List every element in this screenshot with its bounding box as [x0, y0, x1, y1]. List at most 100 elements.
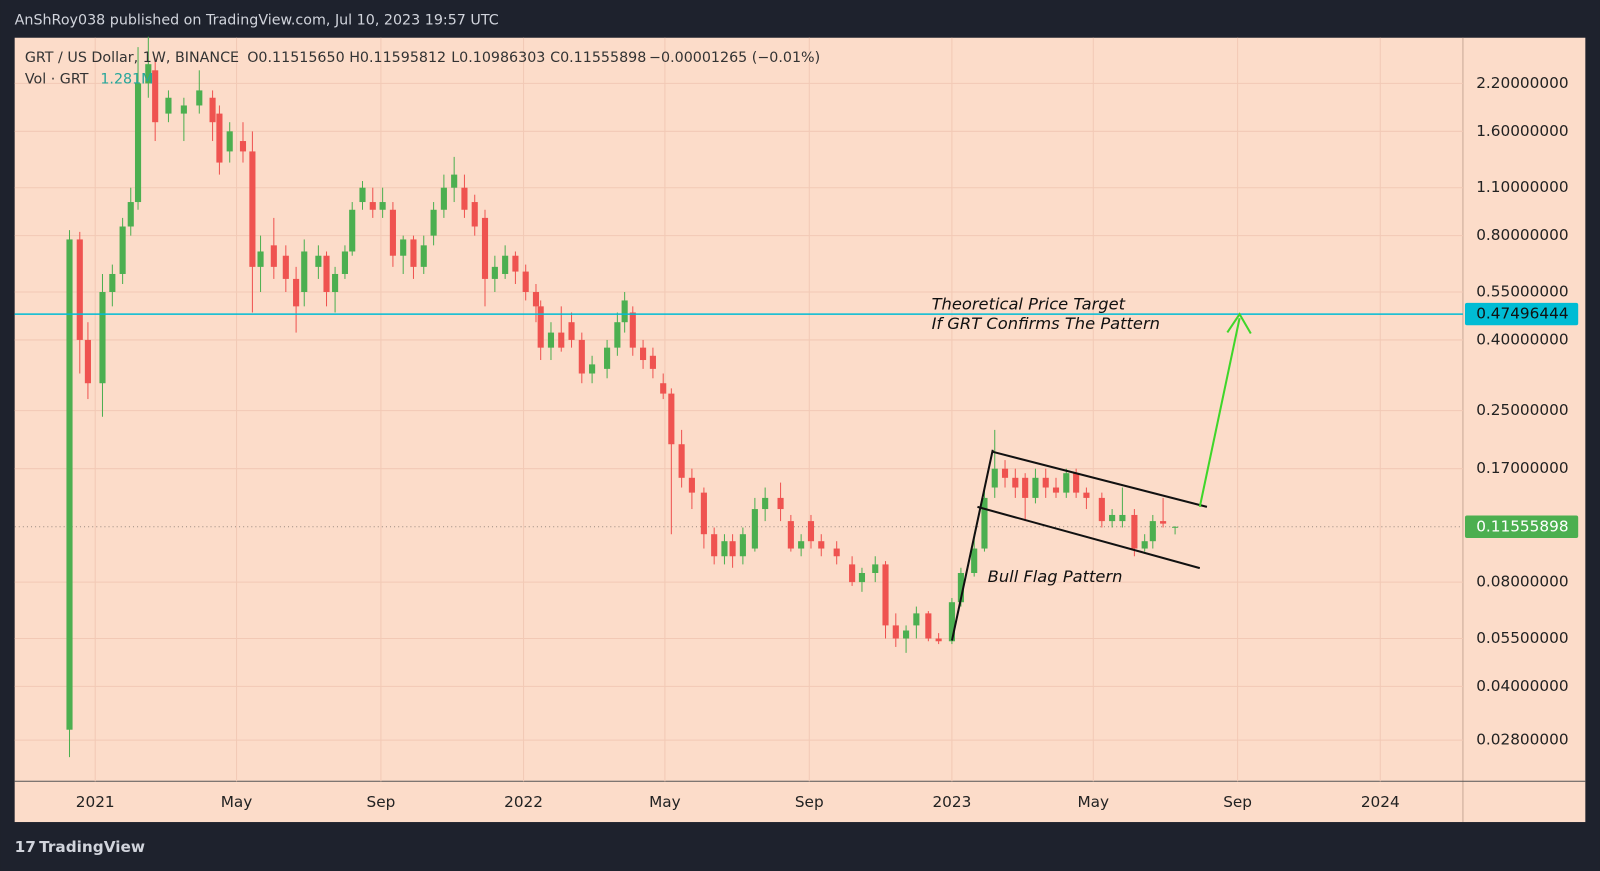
candle-body	[270, 245, 277, 267]
candle-body	[621, 300, 628, 323]
ohlc: L0.10986303	[451, 50, 545, 66]
x-tick-label: May	[649, 793, 681, 811]
ohlc: O0.11515650	[247, 50, 344, 66]
y-tick-label: 0.17000000	[1476, 459, 1568, 477]
candle-body	[451, 174, 458, 188]
candle-body	[807, 521, 815, 542]
candle-body	[668, 393, 675, 445]
candle-body	[532, 292, 540, 307]
candle-body	[578, 339, 585, 374]
candle-body	[1022, 477, 1029, 498]
target-arrow	[1198, 318, 1241, 508]
candle-body	[369, 202, 376, 210]
candle-body	[629, 312, 636, 348]
candle-body	[341, 251, 348, 274]
candle-body	[1032, 477, 1039, 498]
candle-body	[522, 271, 529, 293]
candle-body	[127, 202, 134, 227]
candle-body	[787, 521, 794, 549]
candle-body	[389, 209, 396, 256]
candle-body	[903, 630, 910, 639]
candle-body	[849, 564, 856, 583]
candle-body	[925, 613, 932, 639]
candle-body	[833, 548, 840, 557]
candle-body	[481, 217, 489, 279]
candle-body	[1001, 468, 1009, 478]
y-tick-label: 1.10000000	[1476, 178, 1568, 196]
candle-body	[216, 113, 223, 163]
candle-body	[134, 83, 142, 203]
candle-body	[981, 497, 988, 549]
candle-body	[1109, 514, 1116, 522]
candle-body	[660, 383, 667, 394]
candle-body	[762, 497, 769, 510]
candle-body	[640, 347, 647, 361]
price-tag	[1464, 302, 1579, 326]
candle-body	[604, 347, 611, 369]
candle-body	[359, 187, 366, 203]
candle-body	[379, 202, 386, 210]
brand: TradingView	[39, 838, 145, 856]
candle-body	[180, 105, 187, 114]
candle-body	[678, 444, 685, 478]
candle-body	[688, 477, 695, 493]
candle-body	[226, 131, 233, 152]
y-tick-label: 0.80000000	[1476, 226, 1568, 244]
x-tick-label: May	[221, 793, 253, 811]
candle-body	[777, 497, 784, 510]
candle-body	[1172, 526, 1179, 528]
y-tick-label: 0.25000000	[1476, 401, 1568, 419]
candle-body	[568, 322, 575, 340]
candle-body	[892, 625, 899, 639]
brand-logo: 17	[15, 838, 36, 856]
x-tick-label: Sep	[367, 793, 396, 811]
flag-pole	[950, 449, 994, 641]
candle-body	[858, 572, 866, 583]
candle-body	[991, 468, 998, 488]
y-tick-label: 0.05500000	[1476, 629, 1568, 647]
publish-info: AnShRoy038 published on TradingView.com,…	[15, 12, 499, 28]
candle-body	[1042, 477, 1049, 488]
candle-body	[1052, 487, 1060, 493]
candle-body	[239, 141, 247, 152]
x-tick-label: Sep	[1223, 793, 1252, 811]
candle-body	[400, 239, 407, 256]
candle-body	[711, 534, 718, 557]
volume-label: Vol · GRT	[25, 72, 89, 88]
y-tick-label: 2.20000000	[1476, 74, 1568, 92]
candle-body	[872, 564, 879, 573]
candle-body	[589, 364, 596, 374]
candle-body	[614, 322, 621, 348]
price-tag-label: 0.47496444	[1476, 305, 1568, 323]
y-tick-label: 0.55000000	[1476, 283, 1568, 301]
candle-body	[971, 548, 978, 573]
volume-value: 1.281M	[100, 72, 153, 88]
candle-body	[1098, 497, 1105, 522]
candle-body	[882, 564, 889, 626]
candle-body	[145, 64, 152, 84]
ohlc: H0.11595812	[349, 50, 446, 66]
candle-body	[119, 226, 126, 274]
symbol: GRT / US Dollar, 1W, BINANCE	[25, 50, 239, 66]
candle-body	[440, 187, 447, 210]
candle-body	[729, 541, 736, 557]
candle-body	[913, 613, 920, 626]
candle-body	[323, 255, 330, 293]
annotation: Bull Flag Pattern	[988, 567, 1123, 586]
candle-body	[293, 278, 300, 307]
y-tick-label: 0.40000000	[1476, 330, 1568, 348]
x-tick-label: 2023	[932, 793, 971, 811]
candle-body	[349, 209, 356, 252]
candle-body	[1131, 514, 1138, 549]
x-tick-label: 2022	[504, 793, 543, 811]
candle-body	[1012, 477, 1019, 488]
price-tag-label: 0.11555898	[1476, 517, 1568, 535]
candle-body	[165, 97, 172, 114]
candle-body	[99, 292, 106, 384]
y-tick-label: 1.60000000	[1476, 122, 1568, 140]
y-tick-label: 0.04000000	[1476, 677, 1568, 695]
candle-body	[700, 492, 707, 535]
candle-body	[1149, 521, 1156, 542]
